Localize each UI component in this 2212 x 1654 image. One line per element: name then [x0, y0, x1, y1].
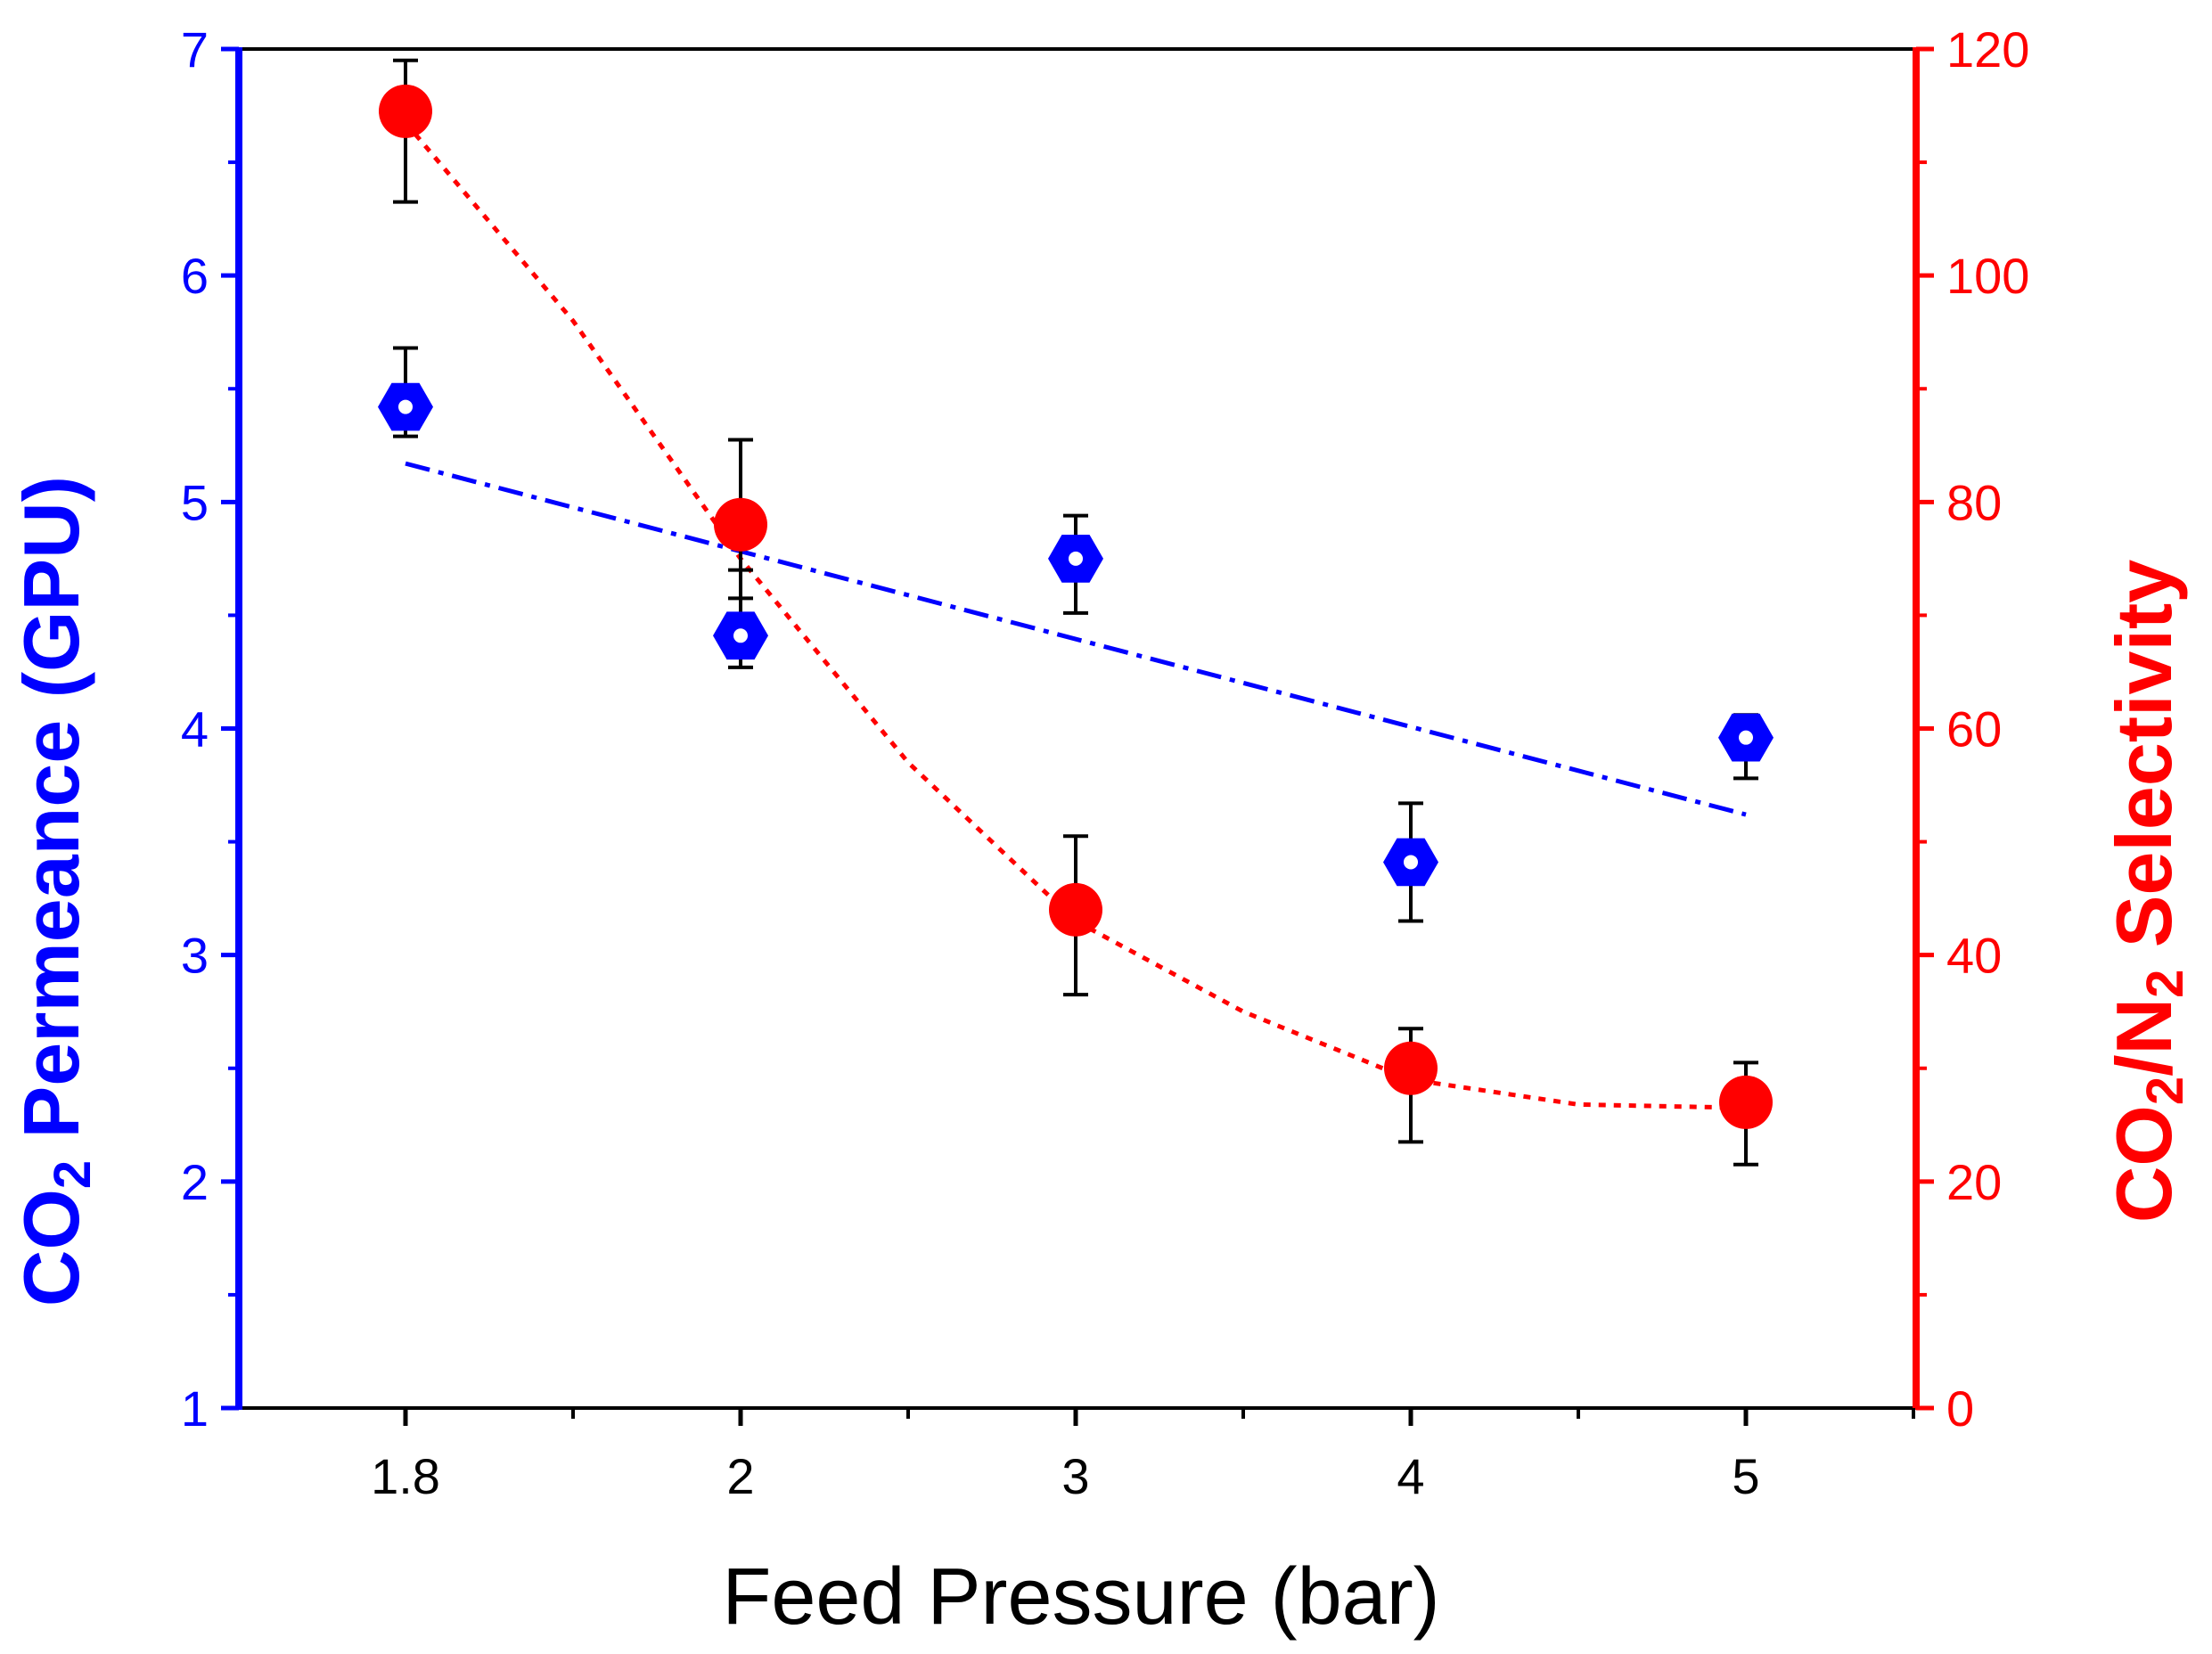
permeance-fit-line: [405, 461, 1747, 817]
title-subscript: 2: [44, 1160, 102, 1189]
title-part: CO: [7, 1189, 95, 1306]
axes: [221, 46, 1934, 1426]
right-tick-label: 20: [1946, 1154, 2002, 1210]
selectivity-point: [1384, 1041, 1438, 1095]
x-tick-label: 1.8: [371, 1448, 440, 1504]
permeance-point-center: [398, 399, 413, 414]
right-tick-label: 120: [1946, 21, 2029, 78]
title-part: Permeance (GPU): [7, 476, 95, 1160]
x-tick-label: 5: [1732, 1448, 1759, 1504]
x-tick-label: 2: [726, 1448, 754, 1504]
tick-labels: 1 2 3 4 5 6 7 0 20 40 60 80 100 120 1.8 2 3 4 5: [181, 21, 2030, 1504]
left-tick-label: 6: [181, 248, 209, 304]
left-tick-label: 5: [181, 474, 209, 530]
selectivity-point: [714, 497, 767, 552]
x-axis-title: Feed Pressure (bar): [722, 1552, 1439, 1642]
right-tick-label: 40: [1946, 928, 2002, 984]
selectivity-point: [1049, 882, 1102, 937]
right-axis-title: CO2/N2 Selectivity: [2100, 560, 2194, 1223]
x-tick-label: 4: [1397, 1448, 1424, 1504]
permeance-point-center: [733, 628, 748, 643]
right-tick-label: 0: [1946, 1380, 1974, 1437]
x-tick-label: 3: [1061, 1448, 1089, 1504]
left-tick-label: 7: [181, 21, 209, 78]
permeance-point-center: [1404, 855, 1418, 870]
right-tick-label: 100: [1946, 248, 2029, 304]
title-subscript: 2: [2136, 1077, 2194, 1105]
fit-lines: [404, 120, 1747, 1110]
left-axis-title: CO2 Permeance (GPU): [7, 476, 102, 1306]
markers: [378, 84, 1774, 1129]
permeance-point-center: [1739, 730, 1753, 745]
permeance-point-center: [1069, 551, 1083, 566]
selectivity-point: [379, 84, 432, 138]
left-tick-label: 1: [181, 1380, 209, 1437]
left-tick-label: 3: [181, 928, 209, 984]
left-tick-label: 2: [181, 1154, 209, 1210]
title-part: /N: [2100, 998, 2188, 1077]
selectivity-point: [1719, 1075, 1773, 1129]
right-tick-label: 60: [1946, 701, 2002, 757]
left-tick-label: 4: [181, 701, 209, 757]
title-part: Selectivity: [2100, 560, 2188, 970]
title-subscript: 2: [2136, 970, 2194, 998]
title-part: CO: [2100, 1105, 2188, 1223]
right-tick-label: 80: [1946, 474, 2002, 530]
